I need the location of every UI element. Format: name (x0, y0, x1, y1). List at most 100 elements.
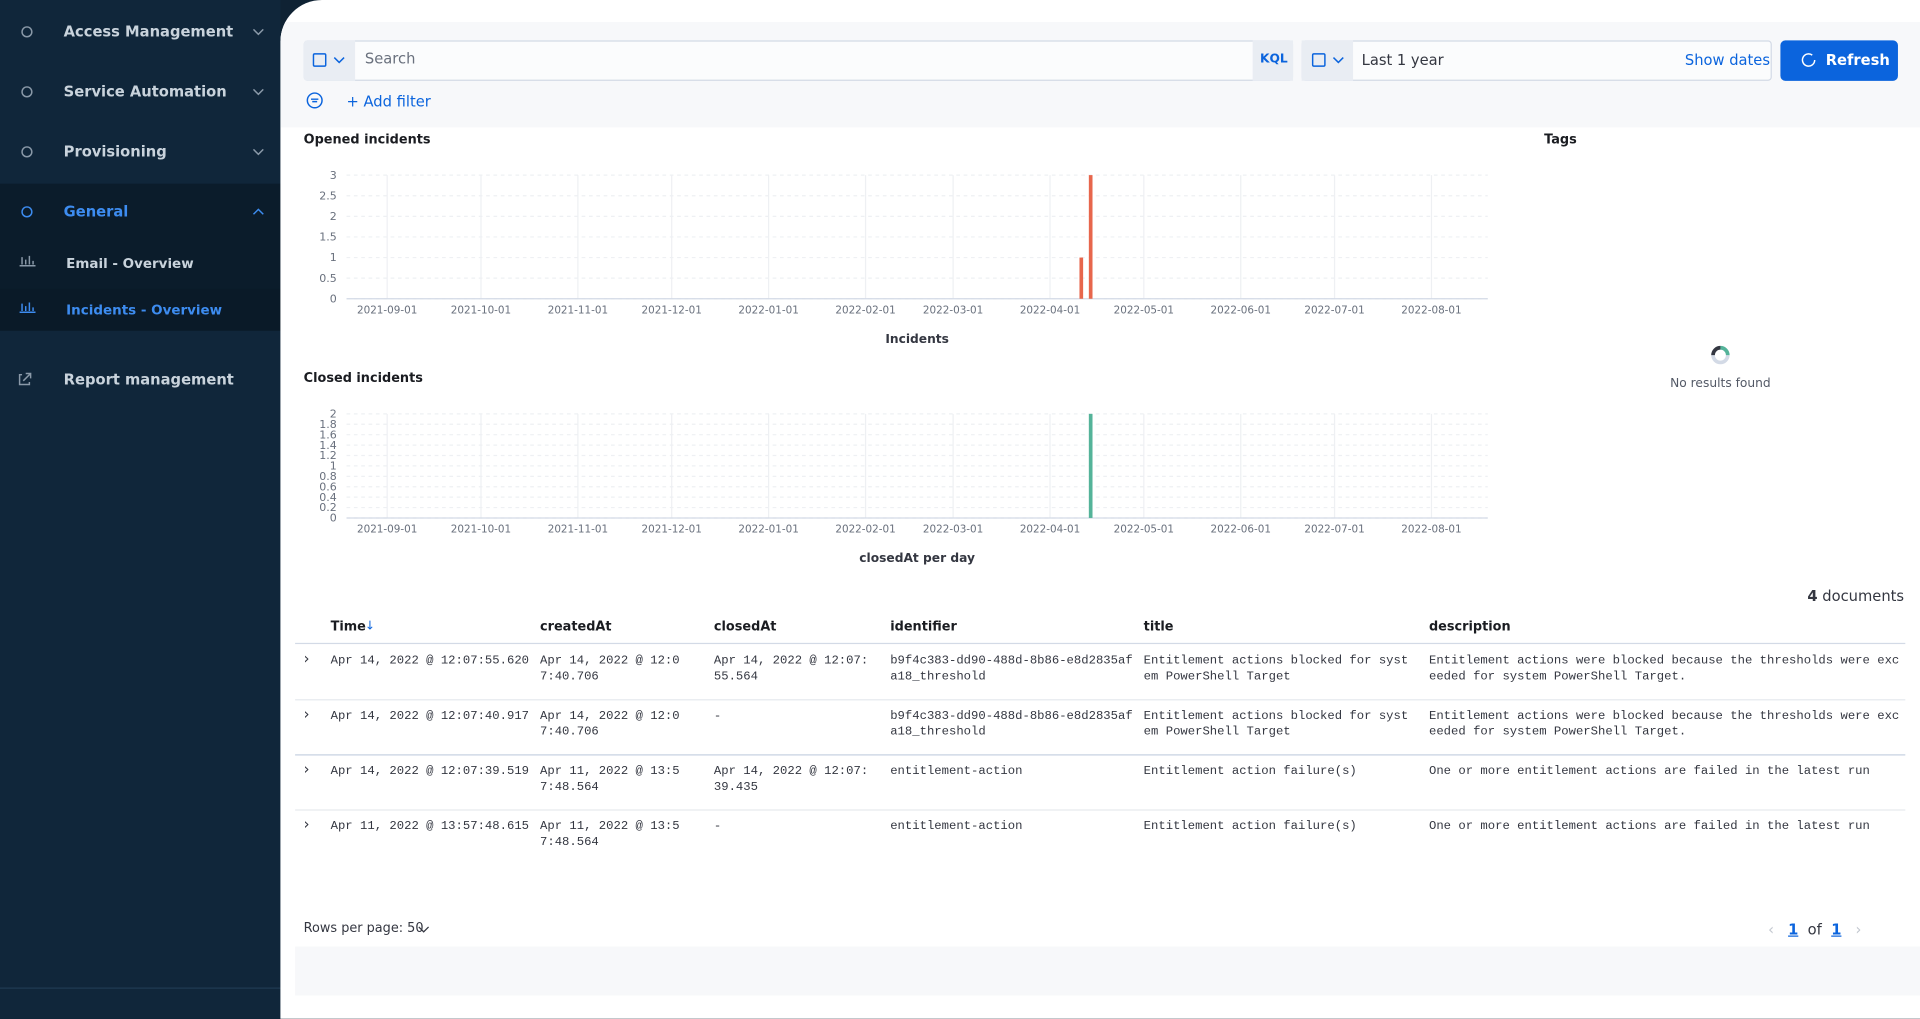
y-tick-label: 1.4 (319, 439, 337, 452)
time-range[interactable]: Last 1 year (1361, 51, 1444, 69)
x-axis-title: closedAt per day (859, 551, 975, 565)
x-tick-label: 2021-12-01 (642, 304, 702, 316)
x-tick-label: 2021-12-01 (642, 524, 702, 536)
table-cell: Entitlement actions were blocked because… (1428, 710, 1900, 740)
active-bg (0, 288, 281, 331)
show-dates[interactable]: Show dates (1684, 51, 1771, 69)
y-tick-label: 2 (330, 210, 337, 223)
x-tick-label: 2021-11-01 (548, 304, 608, 316)
nav-sub-item[interactable]: Email - Overview (66, 255, 194, 272)
nav-sub-item[interactable]: Incidents - Overview (66, 302, 223, 319)
table-cell: - (713, 710, 722, 724)
nav-item[interactable]: Report management (63, 371, 234, 389)
x-axis-title: Incidents (885, 332, 949, 346)
table-cell: Apr 14, 2022 @ 12:07:55.620 (330, 655, 530, 669)
column-header: Time (330, 619, 366, 635)
table-cell: One or more entitlement actions are fail… (1428, 765, 1870, 779)
expand-toggle[interactable]: › (303, 650, 310, 668)
nav-item[interactable]: Provisioning (63, 143, 167, 161)
bar (1088, 413, 1093, 518)
y-tick-label: 0.4 (319, 491, 337, 504)
y-tick-label: 2 (330, 408, 337, 421)
refresh-label[interactable]: Refresh (1825, 51, 1890, 69)
table-cell: entitlement-action (890, 765, 1023, 779)
nav-item[interactable]: Access Management (63, 23, 234, 41)
y-tick-label: 2.5 (319, 189, 337, 202)
main-panel: Search KQL Last 1 year Show dates Refres… (280, 0, 1920, 1019)
table-cell: Apr 14, 2022 @ 12:07:40.706 (540, 710, 680, 740)
page-current[interactable]: 1 (1788, 920, 1799, 938)
table-cell: Apr 11, 2022 @ 13:57:48.564 (540, 765, 680, 795)
table-cell: Apr 14, 2022 @ 12:07:40.917 (330, 710, 530, 724)
saved-query-button[interactable] (303, 40, 356, 81)
row-rule (295, 809, 1906, 811)
nav-item[interactable]: General (63, 203, 129, 221)
page-total[interactable]: 1 (1831, 920, 1842, 938)
table-cell: Apr 14, 2022 @ 12:07:39.435 (713, 765, 869, 795)
rows-per-page[interactable]: Rows per page: 50 (303, 920, 424, 936)
kql-toggle[interactable]: KQL (1260, 52, 1288, 67)
y-tick-label: 1 (330, 251, 337, 264)
chart-title: Opened incidents (303, 132, 431, 147)
x-tick-label: 2022-07-01 (1304, 524, 1364, 536)
date-quick-button[interactable] (1301, 40, 1354, 81)
y-tick-label: 1.6 (319, 428, 337, 441)
refresh-button[interactable] (1780, 40, 1898, 81)
column-header: closedAt (713, 619, 777, 635)
table-cell: Entitlement actions blocked for system P… (1143, 655, 1409, 685)
column-header: createdAt (540, 619, 612, 635)
bar (1088, 175, 1093, 299)
kql-bg (1252, 40, 1294, 81)
x-tick-label: 2021-09-01 (357, 524, 417, 536)
column-header: description (1428, 619, 1511, 635)
expand-toggle[interactable]: › (303, 815, 310, 833)
add-filter[interactable]: + Add filter (346, 93, 431, 111)
x-tick-label: 2021-09-01 (357, 304, 417, 316)
table-cell: b9f4c383-dd90-488d-8b86-e8d2835afa18_thr… (890, 710, 1133, 740)
x-tick-label: 2022-05-01 (1114, 304, 1174, 316)
table-cell: entitlement-action (890, 820, 1023, 834)
y-tick-label: 3 (330, 169, 337, 182)
sidebar-icons (0, 26, 281, 989)
nav-item[interactable]: Service Automation (63, 83, 227, 101)
footer-band (295, 946, 1920, 996)
chart: 00.20.40.60.811.21.41.61.82 2021-09-01 202… (319, 408, 1488, 565)
x-tick-label: 2022-05-01 (1114, 524, 1174, 536)
column-header: identifier (890, 619, 957, 635)
x-tick-label: 2022-04-01 (1020, 524, 1080, 536)
tags-title: Tags (1544, 132, 1577, 147)
row-rule (295, 699, 1906, 701)
bar (1079, 257, 1084, 299)
table-cell: One or more entitlement actions are fail… (1428, 820, 1870, 834)
tags-empty: No results found (1670, 377, 1771, 391)
x-tick-label: 2022-02-01 (835, 524, 895, 536)
y-tick-label: 0.6 (319, 480, 337, 493)
spinner (1711, 345, 1730, 365)
table-cell: Apr 11, 2022 @ 13:57:48.615 (330, 820, 530, 834)
search-box[interactable] (303, 40, 1294, 81)
doc-count-number: 4 (1807, 587, 1818, 605)
table-cell: Entitlement actions were blocked because… (1428, 655, 1900, 685)
x-tick-label: 2022-02-01 (835, 304, 895, 316)
date-picker[interactable] (1301, 40, 1772, 81)
table-cell: Apr 14, 2022 @ 12:07:39.519 (330, 765, 530, 779)
expand-toggle[interactable]: › (303, 760, 310, 778)
y-tick-label: 0 (330, 512, 337, 525)
doc-count-label: documents (1822, 587, 1905, 605)
x-tick-label: 2022-07-01 (1304, 304, 1364, 316)
x-tick-label: 2022-08-01 (1401, 524, 1461, 536)
x-tick-label: 2022-03-01 (923, 304, 983, 316)
x-tick-label: 2022-04-01 (1020, 304, 1080, 316)
y-tick-label: 0 (330, 292, 337, 305)
sidebar: Access Management Service Automation Pro… (0, 0, 281, 1019)
search-placeholder[interactable]: Search (364, 50, 416, 68)
column-header: title (1143, 619, 1174, 635)
y-tick-label: 1.8 (319, 418, 337, 431)
y-tick-label: 0.5 (319, 272, 337, 285)
expand-toggle[interactable]: › (303, 705, 310, 723)
x-tick-label: 2021-11-01 (548, 524, 608, 536)
table-cell: Apr 11, 2022 @ 13:57:48.564 (540, 820, 680, 850)
chart-title: Closed incidents (303, 371, 423, 386)
doc-count: 4 documents (1652, 588, 1904, 605)
